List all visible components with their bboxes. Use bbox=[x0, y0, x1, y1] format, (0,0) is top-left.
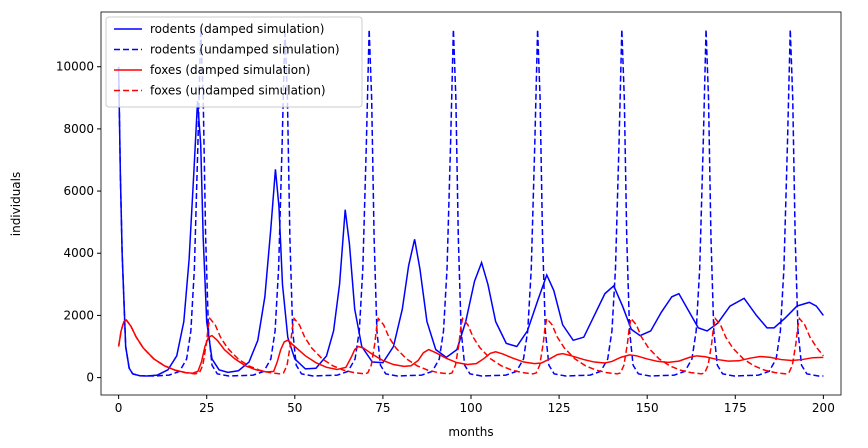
x-tick-label: 50 bbox=[287, 401, 302, 415]
series-line bbox=[117, 66, 824, 377]
legend-label: rodents (undamped simulation) bbox=[150, 43, 340, 57]
legend-label: rodents (damped simulation) bbox=[150, 22, 324, 36]
x-tick-label: 150 bbox=[636, 401, 659, 415]
y-tick-label: 4000 bbox=[63, 246, 94, 260]
x-axis-label: months bbox=[448, 425, 493, 439]
legend-box bbox=[105, 16, 363, 108]
x-tick-label: 75 bbox=[375, 401, 390, 415]
y-tick-label: 2000 bbox=[63, 308, 94, 322]
legend-label: foxes (undamped simulation) bbox=[150, 84, 326, 98]
axes-frame bbox=[100, 11, 842, 396]
y-tick-label: 10000 bbox=[56, 60, 94, 74]
legend-label: foxes (damped simulation) bbox=[150, 63, 310, 77]
x-tick-label: 175 bbox=[724, 401, 747, 415]
x-tick-label: 125 bbox=[548, 401, 571, 415]
y-tick-label: 8000 bbox=[63, 122, 94, 136]
x-tick-label: 100 bbox=[460, 401, 483, 415]
x-tick-label: 0 bbox=[115, 401, 123, 415]
y-tick-label: 0 bbox=[86, 371, 94, 385]
plot-area bbox=[117, 29, 824, 377]
y-tick-label: 6000 bbox=[63, 184, 94, 198]
x-tick-label: 25 bbox=[199, 401, 214, 415]
x-tick-label: 200 bbox=[812, 401, 835, 415]
y-axis-label: individuals bbox=[9, 172, 23, 237]
series-line bbox=[117, 316, 824, 375]
